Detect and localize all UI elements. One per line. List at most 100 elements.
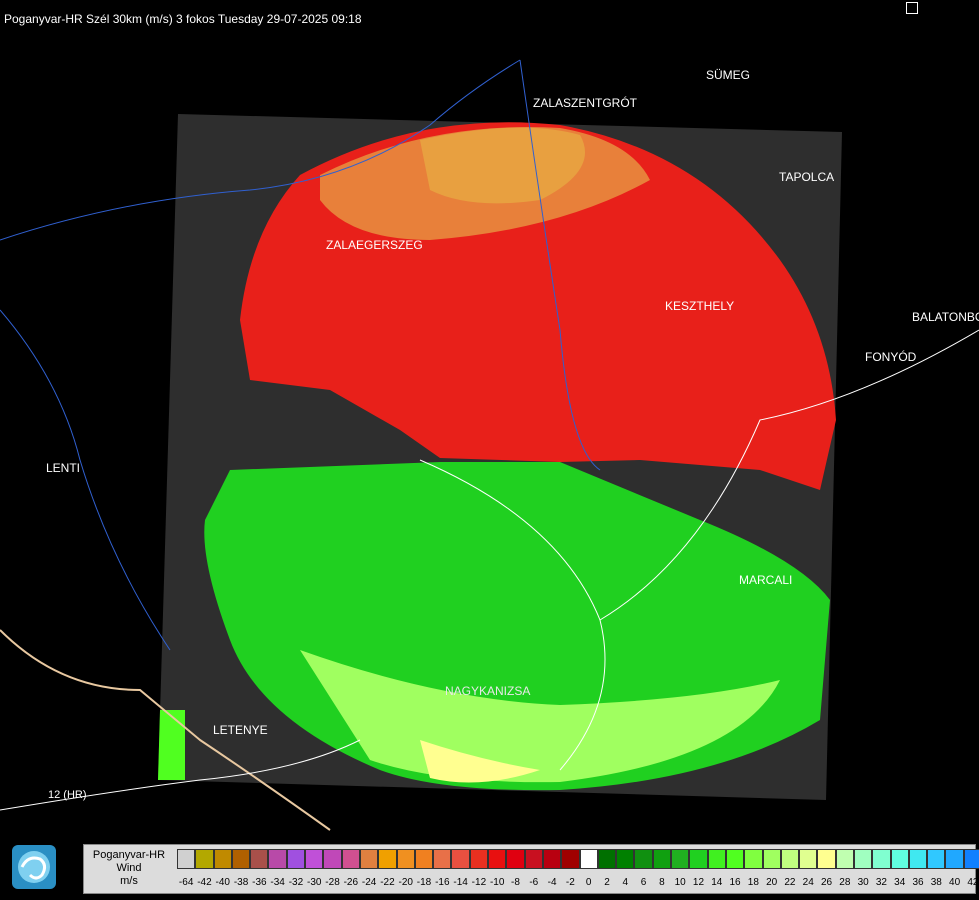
legend-tick-label: 0	[585, 877, 592, 888]
legend-swatch	[359, 849, 379, 869]
legend-tick-label: -16	[435, 877, 450, 888]
legend-swatch	[286, 849, 306, 869]
approaching-near-region	[420, 740, 540, 783]
city-label-keszthely: KESZTHELY	[665, 299, 735, 313]
legend-tick-label: -42	[197, 877, 212, 888]
legend-tick-label: -30	[307, 877, 322, 888]
legend-swatch	[469, 849, 489, 869]
legend-tick-label: -10	[489, 877, 505, 888]
color-legend: Poganyvar-HR Wind m/s -64 -42 -40 -38 -36 -34…	[83, 844, 979, 894]
legend-swatch	[652, 849, 672, 869]
legend-tick-label: -12	[471, 877, 487, 888]
legend-swatch	[835, 849, 854, 869]
legend-tick-label: 32	[875, 877, 887, 888]
logo-icon	[12, 845, 56, 889]
legend-tick-label: 36	[912, 877, 924, 888]
legend-tick-label: 38	[930, 877, 942, 888]
river-north	[0, 59, 521, 241]
legend-swatch	[707, 849, 726, 869]
legend-swatch	[872, 849, 891, 869]
legend-swatch	[524, 849, 543, 869]
legend-tick-label: 40	[949, 877, 961, 888]
edge-echo-region	[158, 710, 185, 780]
legend-swatch	[213, 849, 232, 869]
legend-tick-label: 22	[784, 877, 796, 888]
legend-tick-label: -2	[565, 877, 575, 888]
legend-swatch	[433, 849, 452, 869]
legend-swatch	[323, 849, 342, 869]
legend-tick-label: 10	[674, 877, 686, 888]
legend-swatch	[634, 849, 653, 869]
legend-swatch	[378, 849, 397, 869]
legend-name-line1: Poganyvar-HR	[92, 849, 166, 861]
legend-swatch	[671, 849, 690, 869]
radar-map-svg	[0, 59, 979, 831]
legend-swatch	[305, 849, 324, 869]
legend-swatch	[963, 849, 979, 869]
legend-swatch	[396, 849, 415, 869]
legend-swatch	[853, 849, 873, 869]
lake-road	[599, 329, 979, 621]
legend-swatch	[945, 849, 964, 869]
legend-swatch	[725, 849, 745, 869]
river-zala	[519, 59, 601, 471]
legend-tick-label: 18	[747, 877, 759, 888]
legend-ticks: -64 -42 -40 -38 -36 -34 -32 -30 -28 -26 -24 -22 -20-…	[177, 877, 979, 891]
legend-tick-label: -4	[547, 877, 557, 888]
legend-swatch	[780, 849, 800, 869]
legend-swatch	[414, 849, 434, 869]
legend-tick-label: -8	[511, 877, 520, 888]
approaching-mid-region	[300, 650, 780, 783]
legend-tick-label: 20	[766, 877, 778, 888]
legend-swatch	[890, 849, 909, 869]
legend-swatch	[195, 849, 214, 869]
legend-tick-label: 30	[857, 877, 869, 888]
legend-tick-label: -26	[343, 877, 359, 888]
legend-swatch	[744, 849, 763, 869]
radar-map[interactable]: SÜMEG ZALASZENTGRÓT TAPOLCA ZALAEGERSZEG…	[0, 0, 979, 838]
page-title: Poganyvar-HR Szél 30km (m/s) 3 fokos Tue…	[4, 12, 362, 26]
legend-tick-label: -38	[233, 877, 249, 888]
legend-tick-label: -14	[453, 877, 468, 888]
legend-swatch	[250, 849, 269, 869]
legend-tick-label: 34	[894, 877, 906, 888]
legend-swatch	[231, 849, 251, 869]
legend-tick-label: -6	[529, 877, 539, 888]
legend-tick-label: 14	[711, 877, 723, 888]
legend-swatch	[927, 849, 946, 869]
city-label-zalaegerszeg: ZALAEGERSZEG	[326, 238, 423, 252]
legend-swatch	[579, 849, 598, 869]
legend-tick-label: -40	[215, 877, 230, 888]
city-label-lenti: LENTI	[46, 461, 81, 475]
legend-swatches	[177, 849, 979, 871]
legend-swatch	[177, 849, 196, 869]
river-west	[0, 309, 171, 651]
fullscreen-icon[interactable]	[906, 2, 918, 14]
city-label-tapolca: TAPOLCA	[779, 170, 835, 184]
route-12	[0, 739, 361, 811]
legend-swatch	[799, 849, 818, 869]
legend-tick-label: 2	[604, 877, 610, 888]
legend-tick-label: 28	[839, 877, 851, 888]
legend-tick-label: 26	[820, 877, 833, 888]
legend-name-line2: Wind	[116, 862, 142, 874]
city-label-zalaszentgrot: ZALASZENTGRÓT	[533, 96, 638, 110]
legend-tick-label: -32	[288, 877, 304, 888]
border-road	[0, 629, 331, 831]
city-label-balatonbo: BALATONBO	[912, 310, 979, 324]
legend-swatch	[597, 849, 617, 869]
legend-swatch	[762, 849, 781, 869]
legend-swatch	[817, 849, 836, 869]
legend-tick-label: 6	[640, 877, 647, 888]
legend-tick-label: 12	[692, 877, 705, 888]
legend-tick-label: -28	[325, 877, 340, 888]
city-label-nagykanizsa: NAGYKANIZSA	[445, 684, 531, 698]
receding-farthest-region	[420, 127, 585, 204]
legend-swatch	[451, 849, 470, 869]
legend-swatch	[908, 849, 928, 869]
legend-tick-label: -64	[178, 877, 194, 888]
legend-swatch	[268, 849, 287, 869]
legend-tick-label: -18	[416, 877, 432, 888]
legend-swatch	[561, 849, 580, 869]
main-road	[419, 459, 606, 771]
